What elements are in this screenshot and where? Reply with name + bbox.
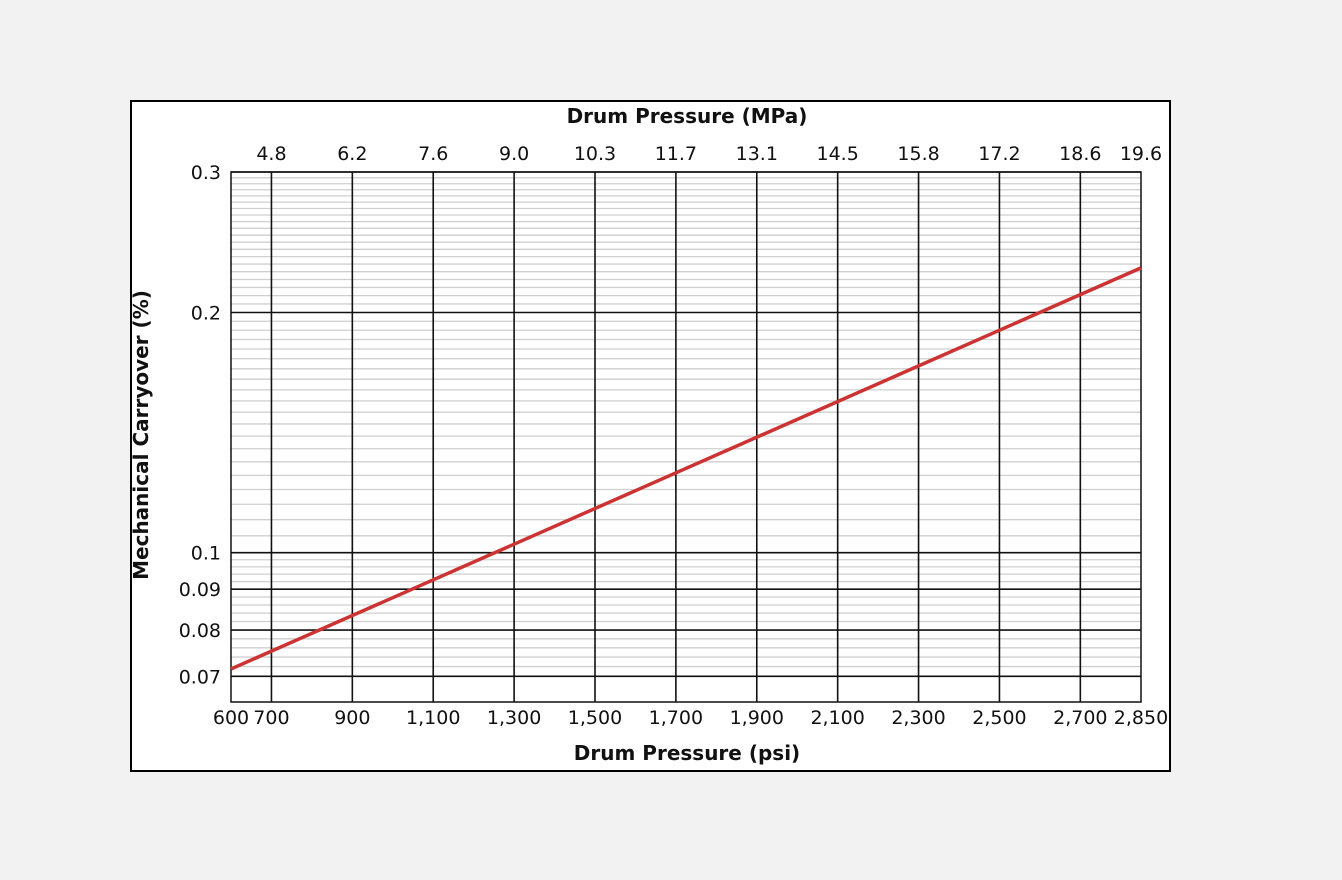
x-axis-title: Drum Pressure (psi) <box>574 741 800 765</box>
x-tick-label: 2,300 <box>891 707 945 729</box>
x2-axis-title: Drum Pressure (MPa) <box>567 104 808 128</box>
x-tick-label: 700 <box>253 707 289 729</box>
y-tick-label: 0.08 <box>179 620 221 642</box>
x-tick-label: 1,300 <box>487 707 541 729</box>
x-tick-label: 2,850 <box>1114 707 1168 729</box>
y-tick-label: 0.09 <box>179 579 221 601</box>
x2-tick-label: 7.6 <box>418 143 448 165</box>
x-tick-label: 1,500 <box>568 707 622 729</box>
x2-tick-label: 6.2 <box>337 143 367 165</box>
x-tick-label: 600 <box>213 707 249 729</box>
y-tick-label: 0.3 <box>191 162 221 184</box>
x2-axis-tick-labels: 4.8 6.2 7.6 9.0 10.3 11.7 13.1 14.5 15.8 17.2 18.6… <box>256 143 1162 165</box>
x2-tick-label: 4.8 <box>256 143 286 165</box>
minor-gridlines <box>231 177 1141 668</box>
y-tick-label: 0.07 <box>179 666 221 688</box>
plot-area <box>230 171 1142 703</box>
x2-tick-label: 18.6 <box>1059 143 1101 165</box>
series-layer <box>230 266 1142 671</box>
x2-tick-label: 17.2 <box>978 143 1020 165</box>
y-axis-tick-labels: 0.07 0.08 0.09 0.1 0.2 0.3 <box>179 162 221 688</box>
y-tick-label: 0.1 <box>191 543 221 565</box>
major-gridlines <box>231 171 1141 702</box>
x-tick-label: 1,900 <box>730 707 784 729</box>
x-tick-label: 1,100 <box>406 707 460 729</box>
x2-tick-label: 9.0 <box>499 143 529 165</box>
x-tick-label: 1,700 <box>649 707 703 729</box>
x2-tick-label: 19.6 <box>1120 143 1162 165</box>
y-axis-title: Mechanical Carryover (%) <box>132 290 153 580</box>
chart-frame: 600 700 900 1,100 1,300 1,500 1,700 1,900 2,100 2… <box>130 100 1171 772</box>
x-tick-label: 2,500 <box>972 707 1026 729</box>
x2-tick-label: 14.5 <box>817 143 859 165</box>
x2-tick-label: 10.3 <box>574 143 616 165</box>
x-tick-label: 2,100 <box>810 707 864 729</box>
x-axis-tick-labels: 600 700 900 1,100 1,300 1,500 1,700 1,900 2,100 2… <box>213 707 1168 729</box>
x-tick-label: 2,700 <box>1053 707 1107 729</box>
x2-tick-label: 11.7 <box>655 143 697 165</box>
x2-tick-label: 15.8 <box>897 143 939 165</box>
x-tick-label: 900 <box>334 707 370 729</box>
y-tick-label: 0.2 <box>191 303 221 325</box>
x2-tick-label: 13.1 <box>736 143 778 165</box>
series-line <box>230 266 1142 671</box>
chart-svg: 600 700 900 1,100 1,300 1,500 1,700 1,900 2,100 2… <box>132 104 1168 765</box>
